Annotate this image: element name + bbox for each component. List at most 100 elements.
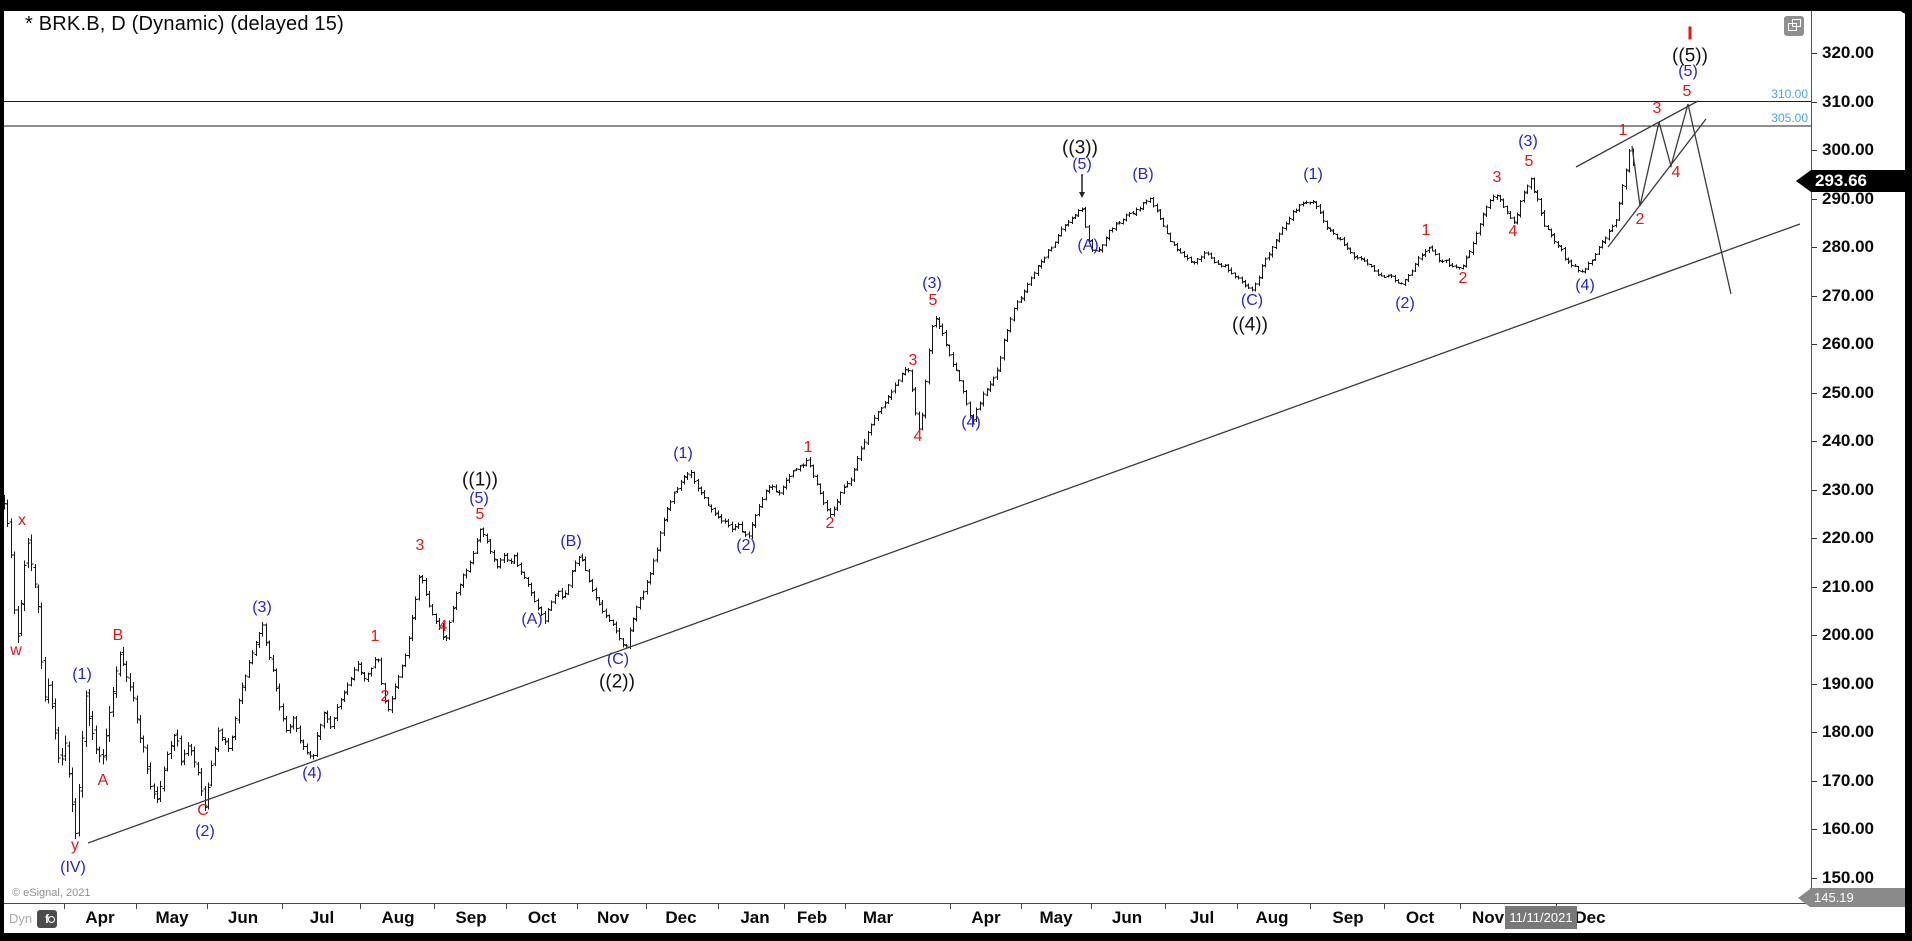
- price-axis-label-210.00: 210.00: [1822, 576, 1874, 596]
- elliott-wave-label-C[interactable]: (C): [606, 651, 630, 668]
- price-axis-label-200.00: 200.00: [1822, 625, 1874, 644]
- elliott-wave-label-4[interactable]: 4: [1671, 164, 1681, 181]
- price-axis-label-260.00: 260.00: [1822, 334, 1874, 353]
- elliott-wave-label-4[interactable]: 4: [913, 428, 923, 445]
- support-trendline[interactable]: [87, 223, 1801, 844]
- elliott-wave-label-3[interactable]: 3: [1652, 100, 1662, 117]
- time-axis-label-apr: Apr: [85, 908, 115, 927]
- price-axis-tick: [1812, 441, 1817, 442]
- elliott-wave-label-1[interactable]: ((1)): [462, 469, 498, 491]
- time-axis-label-dec: Dec: [665, 908, 697, 927]
- elliott-wave-label-4[interactable]: 4: [1508, 223, 1518, 240]
- price-axis-label-290.00: 290.00: [1822, 188, 1874, 208]
- elliott-wave-label-4[interactable]: (4): [302, 765, 322, 782]
- elliott-wave-label-B[interactable]: (B): [1132, 166, 1154, 183]
- elliott-wave-label-C[interactable]: (C): [1240, 292, 1264, 309]
- time-axis-tick: [845, 903, 846, 909]
- elliott-wave-label-2[interactable]: 2: [1458, 270, 1468, 287]
- time-axis-tick: [360, 903, 361, 909]
- elliott-wave-label-2[interactable]: 2: [380, 688, 390, 705]
- elliott-wave-label-2[interactable]: ((2)): [599, 671, 635, 693]
- elliott-wave-label-2[interactable]: (2): [736, 537, 756, 554]
- time-axis-label-may: May: [155, 908, 189, 927]
- time-axis-label-oct: Oct: [1405, 908, 1435, 927]
- price-axis-tick: [1812, 780, 1817, 782]
- last-price-value: 293.66: [1811, 170, 1905, 192]
- elliott-wave-label-4[interactable]: (4): [1575, 277, 1595, 294]
- time-axis-tick: [1384, 903, 1385, 909]
- chart-title: * BRK.B, D (Dynamic) (delayed 15): [25, 13, 344, 35]
- elliott-wave-label-2[interactable]: (2): [195, 823, 215, 840]
- elliott-wave-label-3[interactable]: ((3)): [1062, 137, 1098, 159]
- price-chart-canvas[interactable]: [4, 11, 1811, 903]
- elliott-wave-label-2[interactable]: (2): [1395, 295, 1415, 312]
- time-axis-label-jul: Jul: [309, 908, 335, 927]
- elliott-wave-label-A[interactable]: (A): [1077, 237, 1099, 254]
- price-axis-label-310.00: 310.00: [1822, 91, 1874, 111]
- elliott-wave-label-3[interactable]: 3: [908, 352, 918, 369]
- price-axis[interactable]: [1812, 11, 1905, 933]
- elliott-wave-label-3[interactable]: (3): [252, 599, 272, 616]
- elliott-wave-label-A[interactable]: A: [97, 772, 109, 789]
- elliott-wave-label-3[interactable]: (3): [1518, 133, 1538, 150]
- elliott-wave-label-5[interactable]: 5: [928, 292, 938, 309]
- elliott-wave-label-1[interactable]: (1): [72, 666, 92, 683]
- elliott-wave-label-5[interactable]: 5: [1524, 153, 1534, 170]
- wedge-lower-trendline[interactable]: [1607, 118, 1707, 248]
- time-axis-tick: [718, 903, 719, 909]
- elliott-wave-label-5[interactable]: (5): [1678, 63, 1698, 80]
- elliott-wave-label-3[interactable]: (3): [922, 275, 942, 292]
- elliott-wave-label-C[interactable]: C: [197, 802, 209, 819]
- elliott-wave-label-B[interactable]: (B): [560, 533, 582, 550]
- wedge-upper-trendline[interactable]: [1575, 100, 1699, 168]
- elliott-wave-label-x[interactable]: x: [18, 512, 26, 529]
- elliott-wave-label-4[interactable]: (4): [961, 414, 981, 431]
- time-axis-label-apr: Apr: [971, 908, 1001, 927]
- elliott-wave-label-y[interactable]: y: [71, 837, 79, 854]
- price-axis-tick: [1812, 150, 1817, 151]
- elliott-wave-label-5[interactable]: (5): [469, 490, 489, 507]
- price-axis-label-240.00: 240.00: [1822, 431, 1874, 450]
- time-axis-tick: [950, 903, 951, 909]
- elliott-wave-label-5[interactable]: ((5)): [1672, 45, 1708, 67]
- time-axis-tick: [646, 903, 647, 909]
- elliott-wave-label-IV[interactable]: (IV): [60, 859, 86, 876]
- elliott-wave-label-2[interactable]: 2: [1635, 211, 1645, 228]
- elliott-wave-label-1[interactable]: 1: [1421, 222, 1431, 239]
- elliott-wave-label-w[interactable]: w: [10, 642, 22, 659]
- elliott-wave-label-2[interactable]: 2: [825, 515, 835, 532]
- elliott-wave-label-1[interactable]: 1: [1618, 122, 1628, 139]
- elliott-wave-label-5[interactable]: 5: [475, 506, 485, 523]
- elliott-wave-label-3[interactable]: 3: [1492, 169, 1502, 186]
- price-axis-label-300.00: 300.00: [1822, 140, 1874, 159]
- elliott-wave-label-1[interactable]: 1: [803, 439, 813, 456]
- time-axis-label-nov: Nov: [596, 908, 630, 927]
- price-axis-tick: [1812, 198, 1817, 200]
- price-axis-label-250.00: 250.00: [1822, 382, 1874, 402]
- price-axis-tick: [1812, 344, 1817, 345]
- elliott-wave-label-4[interactable]: 4: [438, 618, 448, 635]
- time-axis-tick: [1460, 903, 1461, 909]
- time-axis-label-oct: Oct: [527, 908, 557, 927]
- elliott-wave-label-5[interactable]: (5): [1072, 156, 1092, 173]
- last-price-marker: 293.66: [1796, 170, 1905, 192]
- elliott-wave-label-B[interactable]: B: [112, 627, 124, 644]
- time-axis-tick: [784, 903, 785, 909]
- elliott-wave-label-1[interactable]: (1): [1303, 166, 1323, 183]
- wave-I-tick[interactable]: [1688, 26, 1692, 40]
- elliott-wave-label-1[interactable]: (1): [673, 445, 693, 462]
- window-corner: [1898, 0, 1912, 14]
- time-axis[interactable]: [4, 903, 1905, 933]
- price-axis-label-190.00: 190.00: [1822, 673, 1874, 693]
- popout-icon[interactable]: [1784, 16, 1804, 36]
- elliott-wave-label-3[interactable]: 3: [415, 537, 425, 554]
- elliott-wave-label-1[interactable]: 1: [370, 628, 380, 645]
- price-axis-tick: [1812, 586, 1817, 588]
- price-axis-label-220.00: 220.00: [1822, 528, 1874, 547]
- projection-path[interactable]: [1631, 103, 1732, 295]
- time-axis-label-dec: Dec: [1574, 908, 1606, 927]
- elliott-wave-label-5[interactable]: 5: [1682, 83, 1692, 100]
- elliott-wave-label-A[interactable]: (A): [521, 611, 543, 628]
- elliott-wave-label-4[interactable]: ((4)): [1232, 314, 1268, 336]
